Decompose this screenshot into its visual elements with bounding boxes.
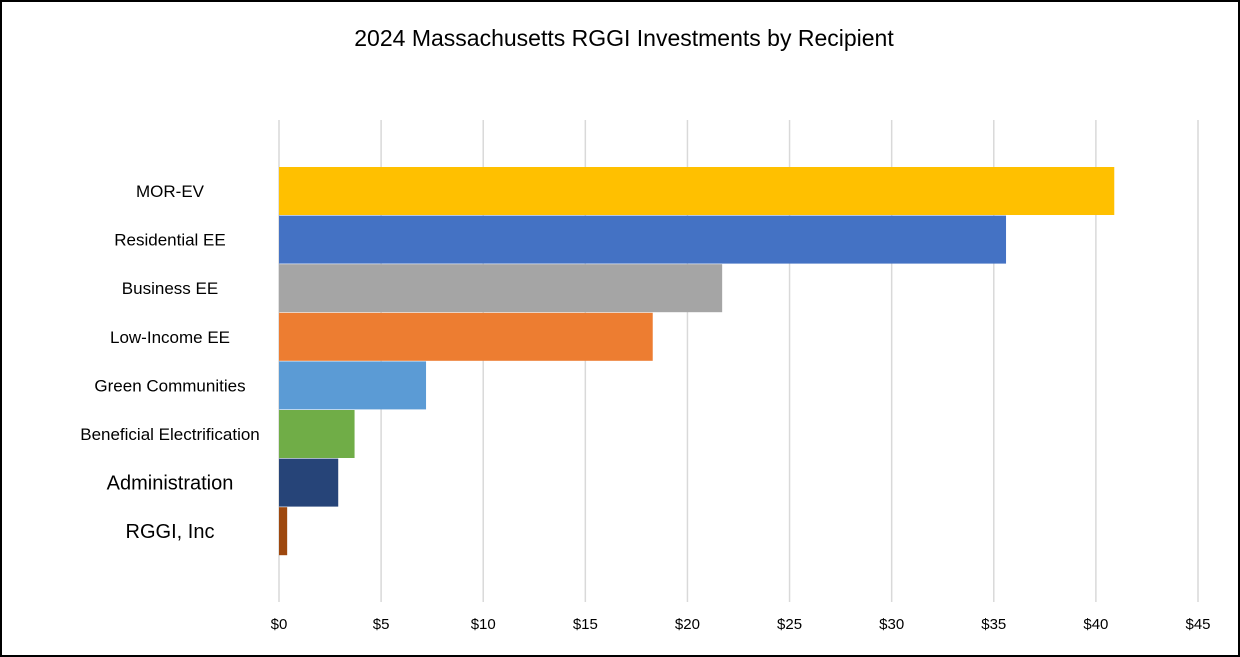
bar [279,215,1007,264]
x-tick-label: $5 [373,616,390,633]
category-labels: MOR-EV Residential EE Business EE Low-Incom… [80,182,260,543]
x-tick-label: $35 [981,616,1006,633]
x-tick-label: $25 [777,616,802,633]
chart-title: 2024 Massachusetts RGGI Investments by R… [354,25,894,51]
bar [279,458,339,507]
bar [279,264,723,313]
category-label: Residential EE [114,231,226,250]
x-tick-label: $20 [675,616,700,633]
category-label: MOR-EV [136,182,205,201]
category-label: Business EE [122,279,218,298]
x-tick-label: $45 [1185,616,1210,633]
category-label: Green Communities [94,376,245,395]
bar [279,167,1115,215]
bar [279,361,427,410]
x-tick-label: $30 [879,616,904,633]
x-axis-tick-labels: $0 $5 $10 $15 $20 $25 $30 $35 $40 $45 [271,616,1211,633]
x-tick-label: $10 [471,616,496,633]
x-tick-label: $15 [573,616,598,633]
category-label: Administration [107,473,234,495]
bars [279,167,1115,556]
bar [279,507,288,556]
bar [279,312,653,361]
category-label: Beneficial Electrification [80,425,260,444]
bar [279,410,355,458]
category-label: RGGI, Inc [126,521,215,543]
x-tick-label: $40 [1083,616,1108,633]
x-tick-label: $0 [271,616,288,633]
category-label: Low-Income EE [110,328,230,347]
